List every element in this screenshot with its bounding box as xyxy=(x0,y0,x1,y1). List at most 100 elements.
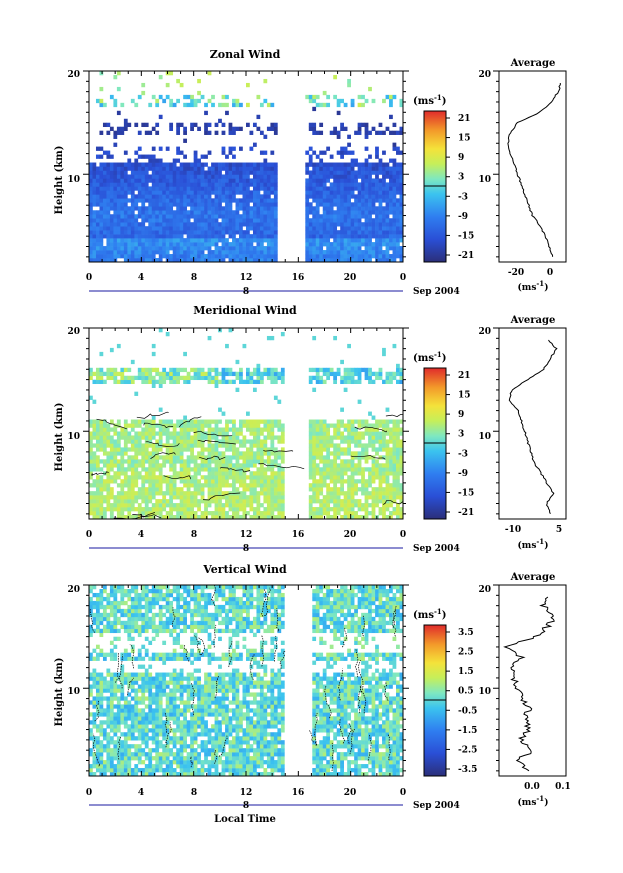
heatmap-cell xyxy=(120,174,125,179)
heatmap-cell xyxy=(130,250,135,255)
heatmap-cell xyxy=(239,371,243,377)
heatmap-cell xyxy=(102,696,107,701)
heatmap-cell xyxy=(162,246,167,251)
heatmap-cell xyxy=(252,182,257,187)
heatmap-cell xyxy=(89,206,93,211)
heatmap-cell xyxy=(340,186,344,191)
heatmap-cell xyxy=(357,379,362,385)
heatmap-cell xyxy=(109,242,114,247)
heatmap-cell xyxy=(200,475,205,480)
heatmap-cell xyxy=(137,439,142,444)
heatmap-cell xyxy=(371,467,376,472)
heatmap-cell xyxy=(179,206,184,211)
heatmap-cell xyxy=(120,684,125,689)
heatmap-cell xyxy=(350,250,355,255)
heatmap-cell xyxy=(347,150,351,155)
heatmap-cell xyxy=(141,692,146,697)
heatmap-cell xyxy=(109,592,114,598)
heatmap-cell xyxy=(116,162,121,167)
heatmap-cell xyxy=(361,230,365,235)
heatmap-cell xyxy=(106,423,111,428)
heatmap-cell xyxy=(127,459,132,464)
heatmap-cell xyxy=(120,198,125,203)
heatmap-cell xyxy=(214,234,219,239)
heatmap-cell xyxy=(357,218,362,223)
heatmap-cell xyxy=(368,202,372,207)
heatmap-cell xyxy=(259,375,264,381)
heatmap-cell xyxy=(162,98,167,104)
heatmap-cell xyxy=(179,507,184,512)
heatmap-cell xyxy=(148,234,153,239)
heatmap-cell xyxy=(273,170,278,175)
heatmap-cell xyxy=(239,467,243,472)
heatmap-cell xyxy=(340,475,344,480)
heatmap-cell xyxy=(389,503,393,508)
heatmap-cell xyxy=(315,210,320,215)
heatmap-cell xyxy=(109,736,114,741)
heatmap-cell xyxy=(399,371,404,377)
heatmap-cell xyxy=(176,166,181,171)
heatmap-cell xyxy=(326,186,331,191)
heatmap-cell xyxy=(134,182,139,187)
heatmap-cell xyxy=(89,447,93,452)
heatmap-cell xyxy=(312,166,317,171)
heatmap-cell xyxy=(385,443,390,448)
heatmap-cell xyxy=(214,226,219,231)
heatmap-cell xyxy=(214,230,219,235)
heatmap-cell xyxy=(270,226,275,231)
heatmap-cell xyxy=(322,230,327,235)
heatmap-cell xyxy=(200,230,205,235)
heatmap-cell xyxy=(218,118,222,124)
heatmap-cell xyxy=(120,435,125,440)
heatmap-cell xyxy=(141,214,146,219)
heatmap-cell xyxy=(375,459,379,464)
heatmap-cell xyxy=(130,644,135,649)
heatmap-cell xyxy=(340,435,344,440)
heatmap-cell xyxy=(333,198,338,203)
heatmap-cell xyxy=(333,435,338,440)
heatmap-cell xyxy=(169,170,174,175)
heatmap-cell xyxy=(371,435,376,440)
heatmap-cell xyxy=(375,435,379,440)
heatmap-cell xyxy=(169,222,174,227)
heatmap-cell xyxy=(197,431,201,436)
heatmap-cell xyxy=(259,238,264,243)
heatmap-cell xyxy=(308,463,313,468)
heatmap-cell xyxy=(392,182,397,187)
heatmap-cell xyxy=(172,102,177,108)
heatmap-cell xyxy=(357,431,362,436)
heatmap-cell xyxy=(252,471,257,476)
heatmap-cell xyxy=(256,483,261,488)
heatmap-cell xyxy=(361,94,365,100)
heatmap-cell xyxy=(179,82,184,88)
heatmap-cell xyxy=(357,258,362,263)
heatmap-cell xyxy=(172,443,177,448)
heatmap-cell xyxy=(235,170,240,175)
heatmap-cell xyxy=(340,467,344,472)
heatmap-cell xyxy=(333,194,338,199)
heatmap-cell xyxy=(308,427,313,432)
heatmap-cell xyxy=(357,507,362,512)
heatmap-cell xyxy=(130,756,135,761)
heatmap-cell xyxy=(270,222,275,227)
heatmap-cell xyxy=(102,588,107,594)
heatmap-cell xyxy=(368,206,372,211)
heatmap-cell xyxy=(235,162,240,167)
heatmap-cell xyxy=(130,471,135,476)
date-marker: 8 xyxy=(243,544,249,554)
contour-line xyxy=(385,412,404,417)
heatmap-cell xyxy=(252,499,257,504)
heatmap-cell xyxy=(256,491,261,496)
heatmap-cell xyxy=(89,218,93,223)
heatmap-cell xyxy=(116,343,121,349)
heatmap-cell xyxy=(382,150,386,155)
heatmap-cell xyxy=(357,186,362,191)
heatmap-cell xyxy=(336,98,341,104)
heatmap-cell xyxy=(127,515,132,520)
heatmap-cell xyxy=(95,620,100,626)
heatmap-cell xyxy=(113,134,118,139)
heatmap-cell xyxy=(354,202,358,207)
heatmap-cell xyxy=(165,178,170,183)
heatmap-cell xyxy=(190,226,194,231)
heatmap-cell xyxy=(378,439,383,444)
